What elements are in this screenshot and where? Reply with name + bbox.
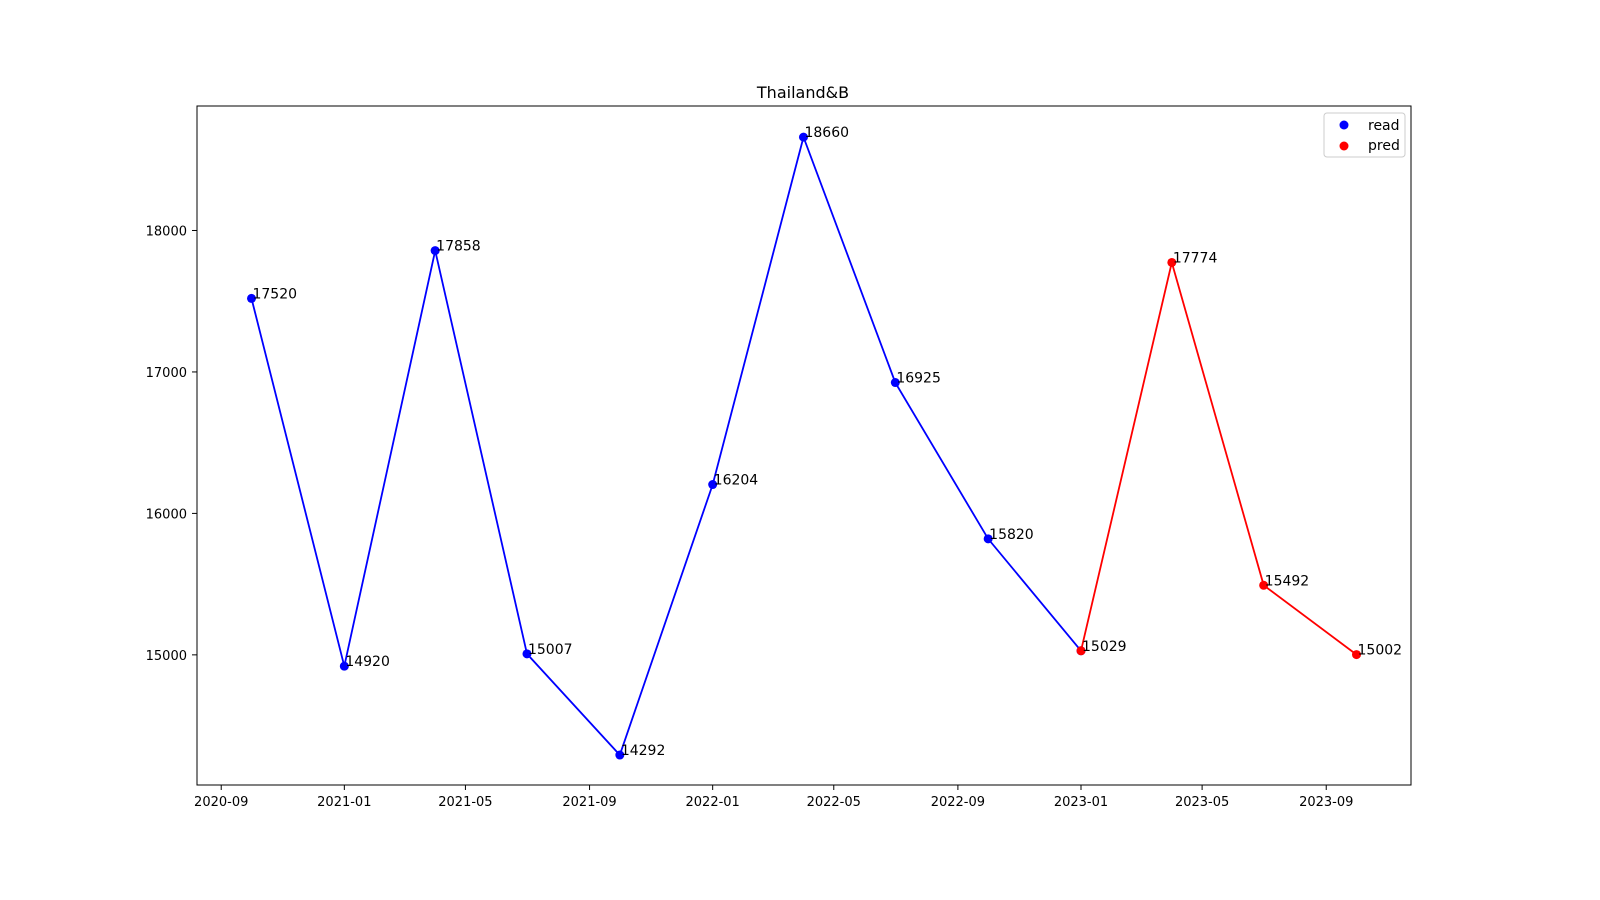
- data-label-read: 17858: [436, 239, 481, 255]
- data-point-pred: [1167, 257, 1177, 267]
- data-label-read: 15029: [1082, 639, 1127, 655]
- series-layer: [246, 132, 1362, 760]
- legend-marker-read: [1339, 120, 1349, 130]
- data-point-read: [522, 649, 532, 659]
- y-axis: 15000 16000 17000 18000: [146, 224, 197, 664]
- chart-title: Thailand&B: [756, 83, 849, 102]
- data-label-read: 14292: [621, 743, 666, 759]
- x-tick-label: 2022-05: [807, 795, 861, 810]
- data-point-pred: [1352, 650, 1362, 660]
- x-tick-label: 2022-09: [931, 795, 985, 810]
- data-point-read: [339, 661, 349, 671]
- data-point-read: [615, 750, 625, 760]
- data-label-read: 15007: [528, 642, 573, 658]
- x-tick-label: 2021-01: [317, 795, 371, 810]
- y-tick-label: 15000: [146, 649, 187, 664]
- data-label-read: 18660: [804, 125, 849, 141]
- x-tick-label: 2021-05: [438, 795, 492, 810]
- x-tick-label: 2023-01: [1054, 795, 1108, 810]
- x-tick-label: 2021-09: [562, 795, 616, 810]
- x-axis: 2020-09 2021-01 2021-05 2021-09 2022-01 2022-…: [194, 785, 1353, 810]
- data-point-read: [246, 293, 256, 303]
- data-point-read: [430, 246, 440, 256]
- data-label-read: 14920: [345, 654, 390, 670]
- legend-label-read: read: [1368, 118, 1400, 134]
- data-label-read: 16204: [714, 473, 759, 489]
- plot-area: [196, 105, 1412, 786]
- data-labels: 17520 14920 17858 15007 14292 16204 18660 16925…: [252, 125, 1402, 759]
- y-tick-label: 17000: [146, 366, 187, 381]
- legend: read pred: [1323, 112, 1406, 158]
- x-tick-label: 2020-09: [194, 795, 248, 810]
- data-point-pred: [1259, 580, 1269, 590]
- data-label-read: 15820: [989, 527, 1034, 543]
- data-point-read: [983, 534, 993, 544]
- data-label-pred: 15002: [1358, 643, 1403, 659]
- data-label-pred: 15492: [1265, 573, 1310, 589]
- legend-label-pred: pred: [1368, 138, 1400, 154]
- data-point-read: [708, 480, 718, 490]
- legend-marker-pred: [1339, 141, 1349, 151]
- y-tick-label: 18000: [146, 224, 187, 239]
- data-point-read: [798, 132, 808, 142]
- data-label-pred: 17774: [1173, 250, 1218, 266]
- x-tick-label: 2022-01: [686, 795, 740, 810]
- series-line-read: [250, 134, 1082, 757]
- data-point-pred: [1076, 646, 1086, 656]
- series-line-pred: [1080, 258, 1358, 656]
- y-tick-label: 16000: [146, 507, 187, 522]
- data-label-read: 16925: [896, 371, 941, 387]
- data-label-read: 17520: [252, 286, 297, 302]
- x-tick-label: 2023-05: [1175, 795, 1229, 810]
- x-tick-label: 2023-09: [1299, 795, 1353, 810]
- data-point-read: [890, 378, 900, 388]
